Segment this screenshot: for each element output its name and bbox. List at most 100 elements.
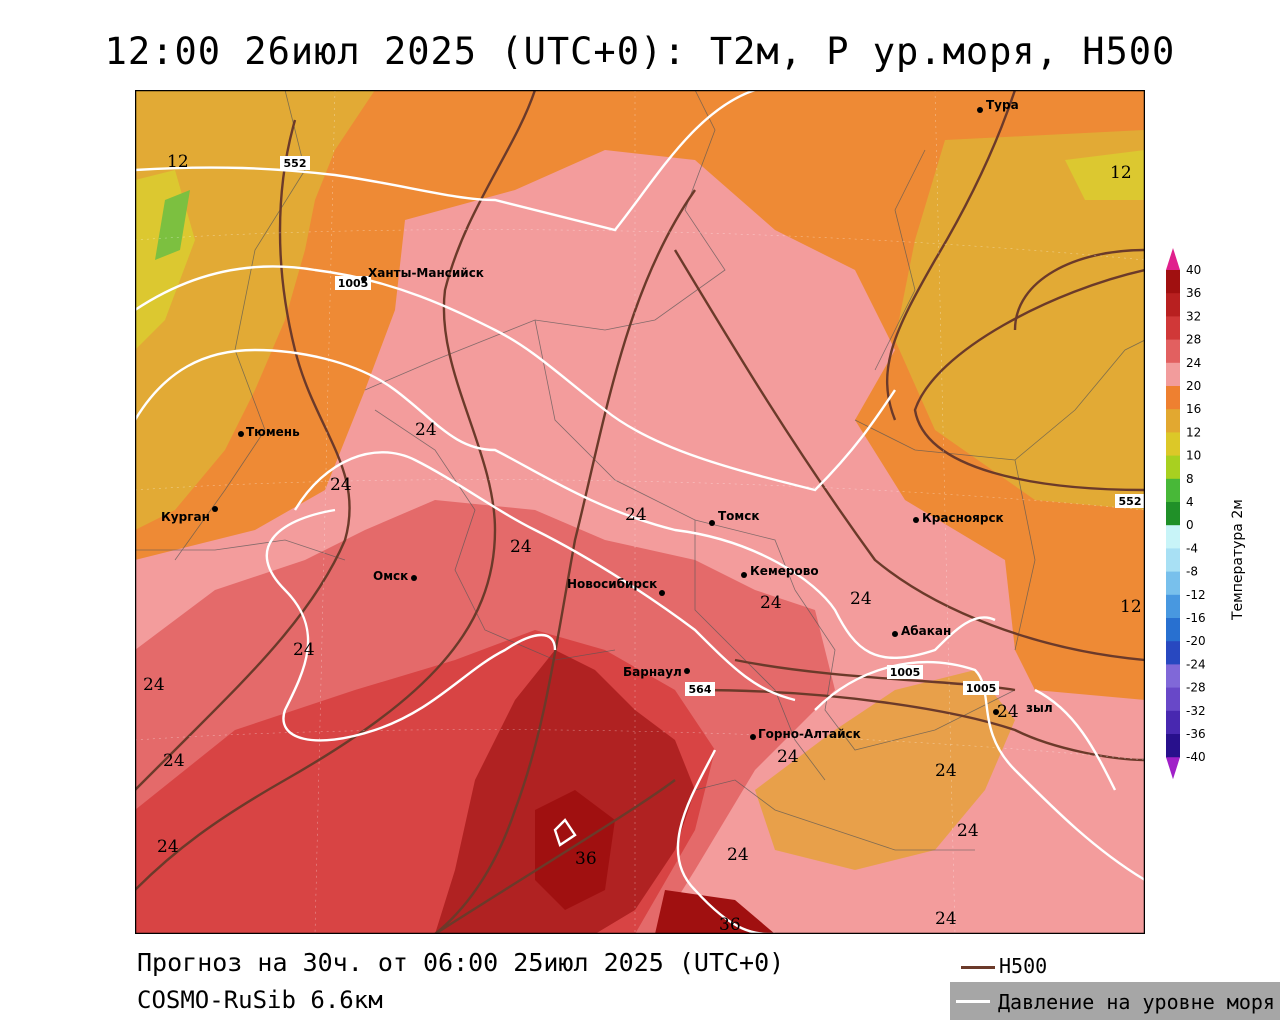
isotherm-label: 24 (510, 537, 532, 557)
colorbar-tick-label: -40 (1186, 750, 1206, 764)
isotherm-label: 36 (575, 849, 597, 869)
isotherm-label: 36 (719, 915, 741, 934)
colorbar-tick-label: 4 (1186, 495, 1194, 509)
legend-pressure-label: Давление на уровне моря (998, 990, 1275, 1014)
city-dot (750, 734, 756, 740)
temp-field-36-plus-south (655, 890, 775, 934)
contour-labels: 552 1005 552 1005 1005 564 (280, 156, 1145, 696)
map-frame (135, 90, 1145, 934)
isotherm-label: 24 (157, 837, 179, 857)
isotherm-label: 24 (850, 589, 872, 609)
city-markers: Тура Ханты-Мансийск Тюмень Курган Омск Т… (161, 98, 1053, 741)
isotherm-label: 24 (935, 761, 957, 781)
colorbar-swatch (1166, 362, 1180, 387)
map-canvas: 12 12 12 24 24 24 24 24 24 24 24 24 24 2… (135, 90, 1145, 934)
isotherm-label: 12 (1120, 597, 1142, 617)
colorbar-tick-label: -12 (1186, 588, 1206, 602)
isotherm-label: 24 (330, 475, 352, 495)
city-label: Барнаул (623, 665, 682, 679)
city-dot (684, 668, 690, 674)
contour-label: 1005 (966, 682, 997, 695)
city-dot (238, 431, 244, 437)
isotherm-label: 24 (760, 593, 782, 613)
isotherm-label: 24 (957, 821, 979, 841)
city-dot (411, 575, 417, 581)
isotherm-label: 24 (777, 747, 799, 767)
city-dot (977, 107, 983, 113)
colorbar-swatch (1166, 316, 1180, 341)
city-dot (212, 506, 218, 512)
temp-field-8-10-west (155, 190, 190, 260)
colorbar-swatch (1166, 478, 1180, 503)
legend-h500: H500 (955, 954, 1255, 978)
colorbar-swatch (1166, 432, 1180, 457)
city-label: Курган (161, 510, 210, 524)
city-dot (709, 520, 715, 526)
isotherm-label: 24 (163, 751, 185, 771)
colorbar-swatch (1166, 409, 1180, 433)
colorbar-tick-label: 36 (1186, 286, 1201, 300)
city-label: Омск (373, 569, 408, 583)
temp-field-32-36 (435, 650, 695, 934)
model-name: COSMO-RuSib 6.6км (137, 986, 383, 1014)
city-label: Кемерово (750, 564, 819, 578)
legend-h500-label: H500 (999, 954, 1048, 978)
isotherm-label: 24 (935, 909, 957, 929)
colorbar-tick-label: -24 (1186, 657, 1206, 671)
colorbar-swatch (1166, 594, 1180, 619)
forecast-map: 12 12 12 24 24 24 24 24 24 24 24 24 24 2… (135, 90, 1145, 934)
city-label: Абакан (901, 624, 951, 638)
city-label: зыл (1026, 701, 1053, 715)
colorbar-tick-label: -32 (1186, 704, 1206, 718)
isotherm-label: 24 (143, 675, 165, 695)
city-dot (361, 276, 367, 282)
colorbar-swatch (1166, 618, 1180, 642)
colorbar-swatch (1166, 548, 1180, 573)
colorbar-tick-label: -28 (1186, 681, 1206, 695)
colorbar-tip-top (1166, 248, 1180, 270)
city-label: Горно-Алтайск (758, 727, 861, 741)
colorbar-tick-label: 20 (1186, 379, 1201, 393)
city-dot (741, 572, 747, 578)
temperature-colorbar: 403632282420161210840-4-8-12-16-20-24-28… (1166, 248, 1206, 780)
city-label: Новосибирск (567, 577, 657, 591)
isotherm-label: 24 (997, 702, 1019, 722)
colorbar-tick-label: 12 (1186, 425, 1201, 439)
pressure-isobars (135, 90, 1145, 934)
colorbar-tick-label: 10 (1186, 449, 1201, 463)
colorbar-tick-label: -20 (1186, 634, 1206, 648)
colorbar-swatch (1166, 502, 1180, 526)
legend-h500-swatch (961, 966, 995, 969)
city-label: Тюмень (246, 425, 300, 439)
colorbar-swatch (1166, 455, 1180, 480)
isotherm-label: 24 (293, 640, 315, 660)
colorbar-tick-label: 32 (1186, 309, 1201, 323)
isotherm-label: 12 (167, 152, 189, 172)
isotherm-label: 12 (1110, 163, 1132, 183)
contour-label: 552 (1119, 495, 1142, 508)
colorbar-swatch (1166, 641, 1180, 665)
colorbar-tick-label: -36 (1186, 727, 1206, 741)
isotherm-labels: 12 12 12 24 24 24 24 24 24 24 24 24 24 2… (143, 152, 1142, 934)
temp-field-12-16-east (895, 130, 1145, 510)
isotherm-label: 24 (727, 845, 749, 865)
contour-label: 564 (689, 683, 712, 696)
contour-label: 1005 (890, 666, 921, 679)
colorbar-swatch (1166, 571, 1180, 596)
isotherm-label: 24 (415, 420, 437, 440)
map-title: 12:00 26июл 2025 (UTC+0): T2м, P ур.моря… (104, 30, 1176, 73)
city-dot (659, 590, 665, 596)
legend-pressure-swatch (956, 1000, 990, 1003)
city-dot (913, 517, 919, 523)
city-dot (892, 631, 898, 637)
colorbar-swatch (1166, 293, 1180, 317)
lat-lon-grid (135, 90, 1145, 934)
colorbar-tick-label: 24 (1186, 356, 1201, 370)
colorbar-swatch (1166, 386, 1180, 410)
forecast-info: Прогноз на 30ч. от 06:00 25июл 2025 (UTC… (137, 948, 785, 977)
legend-pressure: Давление на уровне моря (950, 982, 1280, 1020)
colorbar-tick-label: -4 (1186, 541, 1198, 555)
city-dot (993, 709, 999, 715)
colorbar-tip-bottom (1166, 757, 1180, 780)
city-label: Тура (986, 98, 1019, 112)
